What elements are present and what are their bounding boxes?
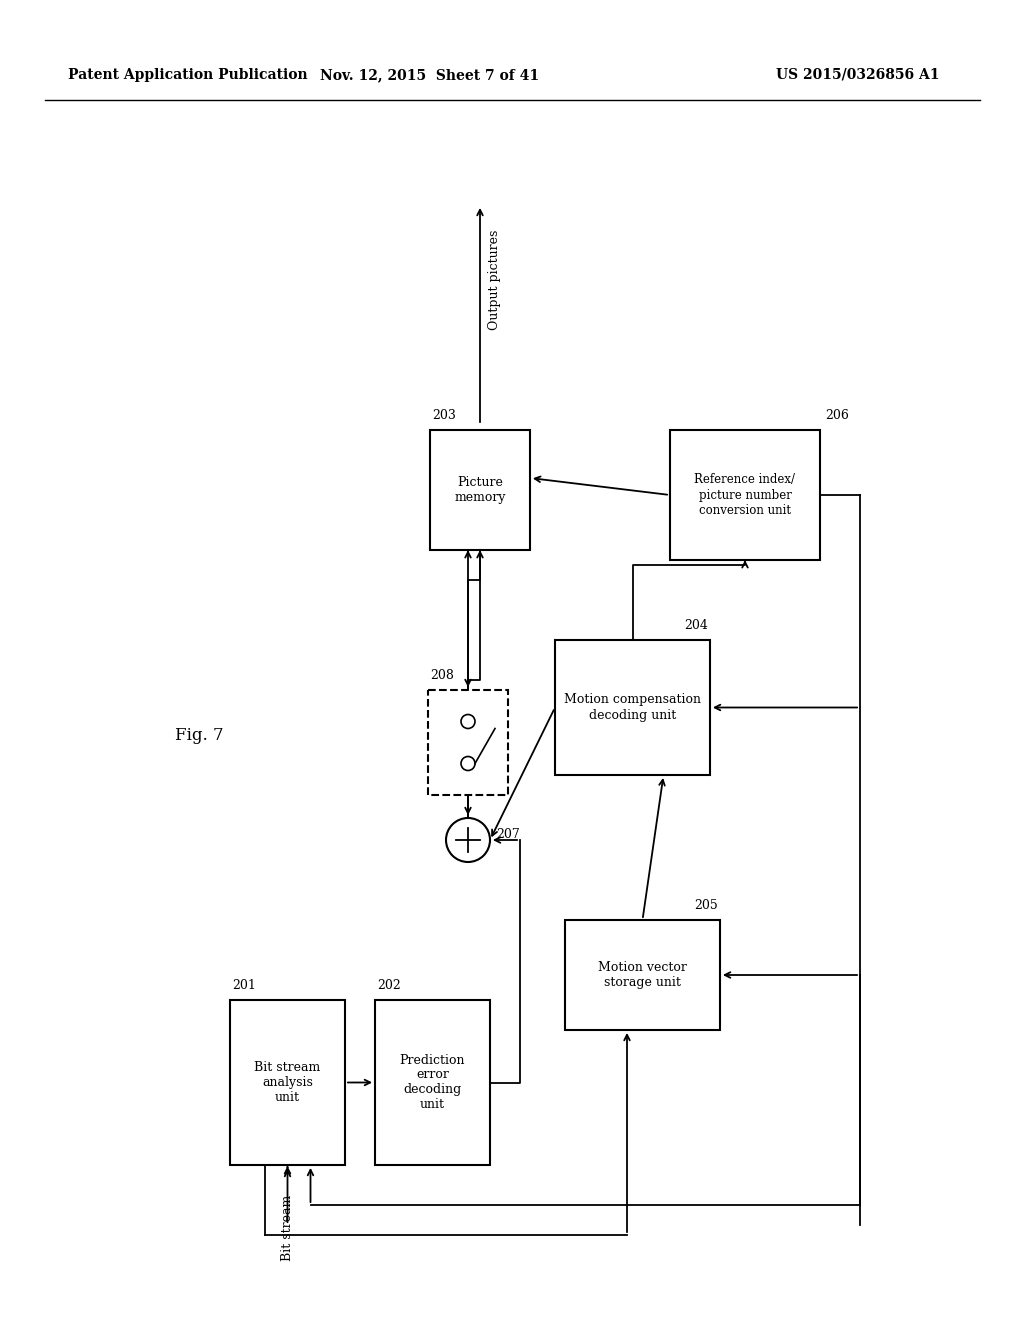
Circle shape [461, 756, 475, 771]
Bar [565, 920, 720, 1030]
Text: 207: 207 [496, 829, 520, 842]
Bar [428, 690, 508, 795]
Text: 201: 201 [232, 979, 256, 993]
Text: US 2015/0326856 A1: US 2015/0326856 A1 [776, 69, 940, 82]
Circle shape [461, 714, 475, 729]
Text: 205: 205 [694, 899, 718, 912]
Bar [430, 430, 530, 550]
Bar [375, 1001, 490, 1166]
Text: Motion compensation
decoding unit: Motion compensation decoding unit [564, 693, 701, 722]
Circle shape [446, 818, 490, 862]
Bar [230, 1001, 345, 1166]
Text: Picture
memory: Picture memory [455, 477, 506, 504]
Text: 203: 203 [432, 409, 456, 422]
Text: Motion vector
storage unit: Motion vector storage unit [598, 961, 687, 989]
Text: 202: 202 [377, 979, 400, 993]
Text: 204: 204 [684, 619, 708, 632]
Text: Prediction
error
decoding
unit: Prediction error decoding unit [399, 1053, 465, 1111]
Text: Reference index/
picture number
conversion unit: Reference index/ picture number conversi… [694, 474, 796, 516]
Text: Patent Application Publication: Patent Application Publication [68, 69, 307, 82]
Text: 208: 208 [430, 669, 454, 682]
Text: Bit stream: Bit stream [281, 1195, 294, 1261]
Text: Fig. 7: Fig. 7 [175, 726, 223, 743]
Bar [670, 430, 820, 560]
Bar [555, 640, 710, 775]
Text: Nov. 12, 2015  Sheet 7 of 41: Nov. 12, 2015 Sheet 7 of 41 [321, 69, 540, 82]
Text: Bit stream
analysis
unit: Bit stream analysis unit [254, 1061, 321, 1104]
Text: Output pictures: Output pictures [488, 230, 501, 330]
Text: 206: 206 [825, 409, 849, 422]
